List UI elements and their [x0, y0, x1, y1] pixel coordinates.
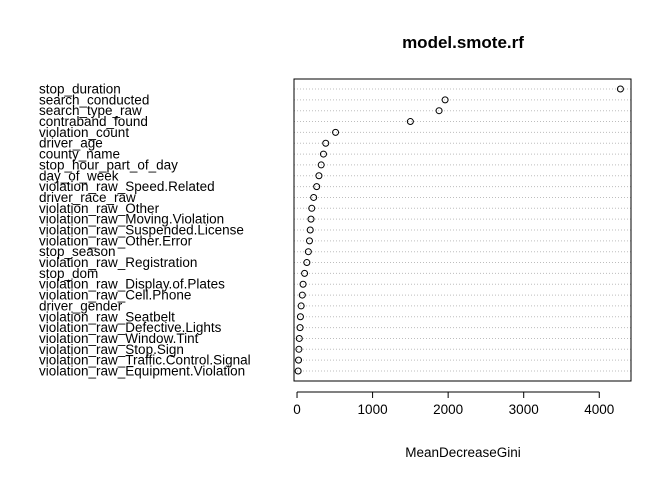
variable-label: violation_raw_Registration: [39, 255, 197, 270]
x-tick-label: 3000: [509, 402, 539, 417]
x-tick-label: 0: [293, 402, 301, 417]
data-point: [308, 204, 316, 212]
variable-label: driver_gender: [39, 298, 123, 313]
variable-label: violation_raw_Seatbelt: [39, 309, 175, 324]
variable-label: driver_race_raw: [39, 190, 136, 205]
data-point: [322, 139, 330, 147]
variable-label: violation_raw_Other.Error: [39, 233, 193, 248]
data-point: [435, 107, 443, 115]
variable-label: stop_season: [39, 244, 116, 259]
x-axis: 0 1000 2000 3000 4000: [293, 391, 614, 417]
variable-label: contraband_found: [39, 114, 148, 129]
variable-label: violation_raw_Window.Tint: [39, 331, 199, 346]
data-point: [297, 302, 305, 310]
data-point: [441, 96, 449, 104]
data-point: [319, 150, 327, 158]
data-point: [306, 226, 314, 234]
data-point: [616, 85, 624, 93]
data-point: [294, 367, 302, 375]
variable-label: violation_count: [39, 125, 129, 140]
variable-labels: stop_durationsearch_conductedsearch_type…: [39, 82, 251, 379]
variable-label: stop_duration: [39, 82, 121, 97]
gridlines: [294, 88, 631, 372]
x-axis-label: MeanDecreaseGini: [405, 445, 521, 460]
data-point: [303, 259, 311, 267]
data-point: [313, 183, 321, 191]
data-point: [295, 356, 303, 364]
data-point: [307, 215, 315, 223]
data-points: [294, 85, 624, 375]
data-point: [299, 280, 307, 288]
variable-label: violation_raw_Traffic.Control.Signal: [39, 353, 251, 368]
variable-label: violation_raw_Moving.Violation: [39, 212, 224, 227]
data-point: [310, 193, 318, 201]
variable-label: violation_raw_Display.of.Plates: [39, 277, 225, 292]
variable-label: violation_raw_Defective.Lights: [39, 320, 222, 335]
x-tick-label: 1000: [358, 402, 388, 417]
x-tick-label: 2000: [433, 402, 463, 417]
variable-label: violation_raw_Suspended.License: [39, 223, 244, 238]
variable-label: search_conducted: [39, 92, 149, 107]
variable-label: violation_raw_Stop.Sign: [39, 342, 184, 357]
data-point: [301, 269, 309, 277]
data-point: [298, 291, 306, 299]
data-point: [317, 161, 325, 169]
data-point: [305, 237, 313, 245]
data-point: [315, 172, 323, 180]
chart-title: model.smote.rf: [402, 33, 524, 52]
data-point: [296, 324, 304, 332]
data-point: [406, 118, 414, 126]
variable-label: search_type_raw: [39, 103, 142, 118]
data-point: [295, 334, 303, 342]
variable-label: violation_raw_Other: [39, 201, 160, 216]
plot-box: [293, 78, 632, 382]
variable-label: day_of_week: [39, 168, 119, 183]
data-point: [332, 128, 340, 136]
data-point: [295, 345, 303, 353]
variable-label: county_name: [39, 147, 120, 162]
variable-label: stop_hour_part_of_day: [39, 157, 178, 172]
variable-label: violation_raw_Cell.Phone: [39, 288, 191, 303]
variable-label: driver_age: [39, 136, 103, 151]
x-tick-label: 4000: [584, 402, 614, 417]
variable-label: stop_dom: [39, 266, 98, 281]
data-point: [296, 313, 304, 321]
data-point: [304, 248, 312, 256]
variable-label: violation_raw_Speed.Related: [39, 179, 215, 194]
variable-label: violation_raw_Equipment.Violation: [39, 364, 245, 379]
